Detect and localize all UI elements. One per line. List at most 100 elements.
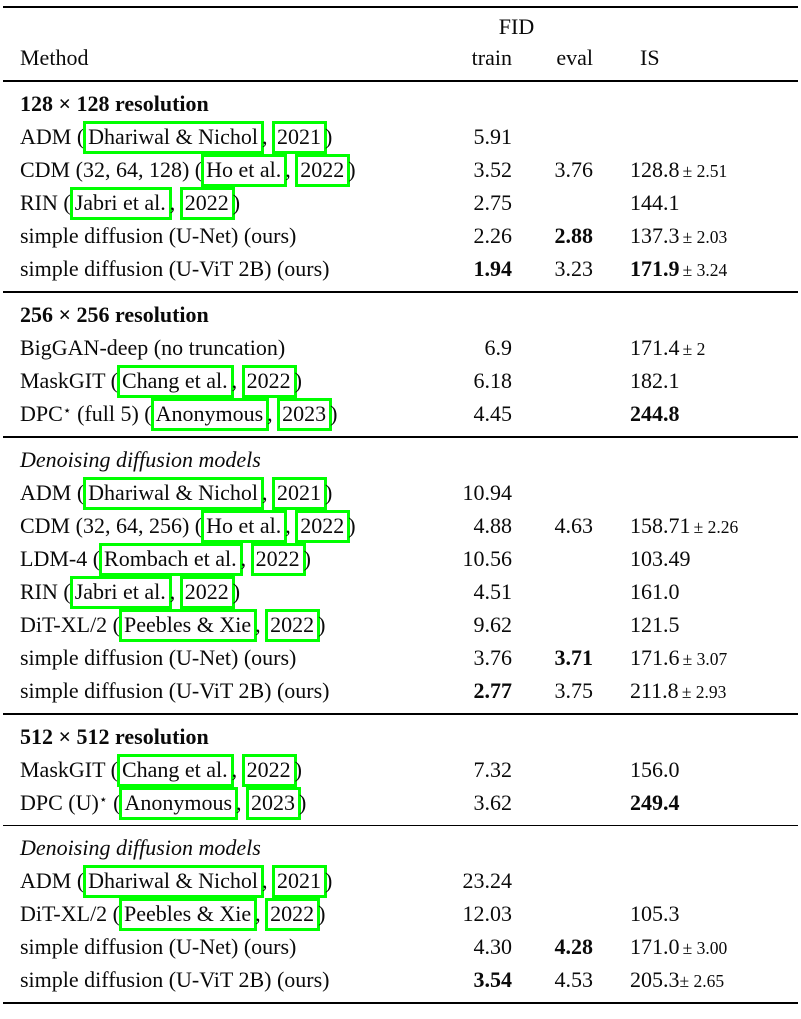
fid-eval-value	[512, 331, 593, 366]
is-value: 144.1	[630, 190, 680, 215]
superscript-star: ⋆	[62, 404, 72, 419]
method-cell: simple diffusion (U-ViT 2B) (ours)	[20, 677, 330, 703]
citation-link-box[interactable]: Rombach et al.	[99, 542, 243, 576]
is-plusminus-value: ± 2.51	[682, 161, 728, 181]
citation-link-box[interactable]: Peebles & Xie	[119, 608, 258, 642]
citation-link-box[interactable]: Peebles & Xie	[119, 898, 258, 931]
citation-link-box[interactable]: Dhariwal & Nichol	[83, 121, 265, 154]
citation-link-box[interactable]: Dhariwal & Nichol	[83, 476, 265, 510]
is-value: 103.49	[630, 545, 691, 571]
citation-link-box[interactable]: 2021	[272, 476, 328, 510]
table-row: simple diffusion (U-Net) (ours) 4.30 4.2…	[0, 930, 801, 963]
table-body: 128 × 128 resolution ADM (Dhariwal & Nic…	[0, 80, 801, 1004]
citation-link-box[interactable]: Chang et al.	[116, 753, 234, 787]
table-header: FID Method train eval IS	[0, 8, 801, 73]
method-cell: simple diffusion (U-ViT 2B) (ours)	[20, 967, 330, 992]
superscript-star: ⋆	[98, 792, 108, 808]
is-value: 211.8 ± 2.93	[630, 677, 727, 703]
fid-eval-value: 4.53	[554, 967, 594, 992]
citation-link-box[interactable]: 2023	[246, 786, 301, 820]
table-rule	[3, 712, 798, 715]
citation-link-box[interactable]: Chang et al.	[116, 365, 234, 398]
citation-link-box[interactable]: 2022	[179, 575, 235, 609]
is-value: 205.3± 2.65	[630, 967, 725, 992]
header-spacer	[593, 11, 801, 42]
table-top-rule	[3, 6, 798, 8]
citation-link-box[interactable]: Ho et al.	[201, 509, 288, 543]
is-column-header: IS	[640, 45, 660, 70]
table-row: simple diffusion (U-Net) (ours) 2.26 2.8…	[0, 219, 801, 252]
is-value: 158.71 ± 2.26	[630, 512, 739, 538]
method-cell: DPC⋆ (full 5) (Anonymous, 2023)	[0, 397, 440, 431]
is-plusminus-value: ± 3.00	[682, 938, 728, 958]
fid-train-value: 12.03	[462, 901, 513, 926]
is-value: 171.6 ± 3.07	[630, 644, 728, 670]
citation-link-box[interactable]: Ho et al.	[201, 154, 288, 187]
table-row: CDM (32, 64, 128) (Ho et al., 2022) 3.52…	[0, 153, 801, 188]
fid-eval-value	[512, 575, 593, 608]
fid-train-value: 6.9	[484, 335, 513, 360]
citation-link-box[interactable]: Anonymous	[119, 786, 238, 820]
table-row: simple diffusion (U-ViT 2B) (ours) 2.77 …	[0, 674, 801, 707]
table-row: MaskGIT (Chang et al., 2022) 6.18 182.1	[0, 364, 801, 398]
fid-train-value: 3.62	[473, 789, 513, 815]
citation-link-box[interactable]: 2022	[241, 753, 297, 787]
is-plusminus-value: ± 2.26	[693, 516, 739, 537]
citation-link-box[interactable]: 2022	[265, 898, 321, 931]
is-plusminus-value: ± 3.24	[682, 260, 728, 280]
is-value: 121.5	[630, 611, 680, 637]
is-plusminus-value: ± 3.07	[682, 648, 728, 669]
citation-link-box[interactable]: 2022	[250, 542, 306, 576]
fid-eval-value	[512, 186, 593, 219]
is-value: 128.8 ± 2.51	[630, 157, 728, 182]
citation-link-box[interactable]: 2022	[179, 187, 235, 220]
table-rule	[3, 824, 798, 826]
is-value	[593, 864, 801, 897]
table-rule	[3, 436, 798, 438]
fid-train-value: 3.52	[473, 157, 513, 182]
method-cell: DiT-XL/2 (Peebles & Xie, 2022)	[0, 608, 440, 642]
citation-link-box[interactable]: Jabri et al.	[69, 187, 172, 220]
citation-link-box[interactable]: 2022	[295, 154, 351, 187]
table-rule	[3, 80, 798, 82]
citation-link-box[interactable]: 2023	[277, 398, 333, 431]
fid-eval-value: 3.76	[554, 157, 594, 182]
table-section: 256 × 256 resolution BigGAN-deep (no tru…	[0, 293, 801, 436]
method-cell: simple diffusion (U-ViT 2B) (ours)	[20, 256, 330, 281]
citation-link-box[interactable]: 2021	[272, 121, 328, 154]
fid-eval-value: 3.23	[554, 256, 594, 281]
table-row: RIN (Jabri et al., 2022) 2.75 144.1	[0, 186, 801, 220]
citation-link-box[interactable]: Jabri et al.	[69, 575, 172, 609]
fid-eval-value	[512, 120, 593, 153]
method-cell: MaskGIT (Chang et al., 2022)	[0, 364, 440, 398]
fid-train-value: 7.32	[473, 756, 513, 782]
table-row: CDM (32, 64, 256) (Ho et al., 2022) 4.88…	[0, 509, 801, 543]
is-value: 137.3 ± 2.03	[630, 223, 728, 248]
fid-eval-value: 2.88	[554, 223, 594, 248]
citation-link-box[interactable]: Dhariwal & Nichol	[83, 865, 265, 898]
table-row: ADM (Dhariwal & Nichol, 2021) 10.94	[0, 476, 801, 510]
is-value: 171.4 ± 2	[630, 335, 706, 360]
method-cell: DPC (U)⋆ (Anonymous, 2023)	[0, 786, 440, 820]
citation-link-box[interactable]: 2022	[241, 365, 297, 398]
fid-eval-value	[512, 397, 593, 430]
fid-eval-value	[512, 753, 593, 786]
citation-link-box[interactable]: 2022	[295, 509, 351, 543]
fid-train-value: 23.24	[462, 868, 513, 893]
fid-train-value: 4.88	[473, 512, 513, 538]
header-row-fid-group: FID	[0, 11, 801, 42]
method-cell: DiT-XL/2 (Peebles & Xie, 2022)	[0, 897, 440, 931]
fid-eval-value	[512, 542, 593, 575]
method-cell: RIN (Jabri et al., 2022)	[0, 186, 440, 220]
method-cell: simple diffusion (U-Net) (ours)	[20, 223, 297, 248]
table-row: simple diffusion (U-Net) (ours) 3.76 3.7…	[0, 641, 801, 674]
fid-eval-value: 3.75	[554, 677, 594, 703]
fid-eval-value: 4.28	[554, 934, 594, 959]
citation-link-box[interactable]: 2022	[265, 608, 321, 642]
method-cell: CDM (32, 64, 128) (Ho et al., 2022)	[0, 153, 440, 188]
fid-eval-value	[512, 864, 593, 897]
citation-link-box[interactable]: 2021	[272, 865, 328, 898]
method-column-header: Method	[20, 45, 89, 70]
citation-link-box[interactable]: Anonymous	[150, 398, 270, 431]
